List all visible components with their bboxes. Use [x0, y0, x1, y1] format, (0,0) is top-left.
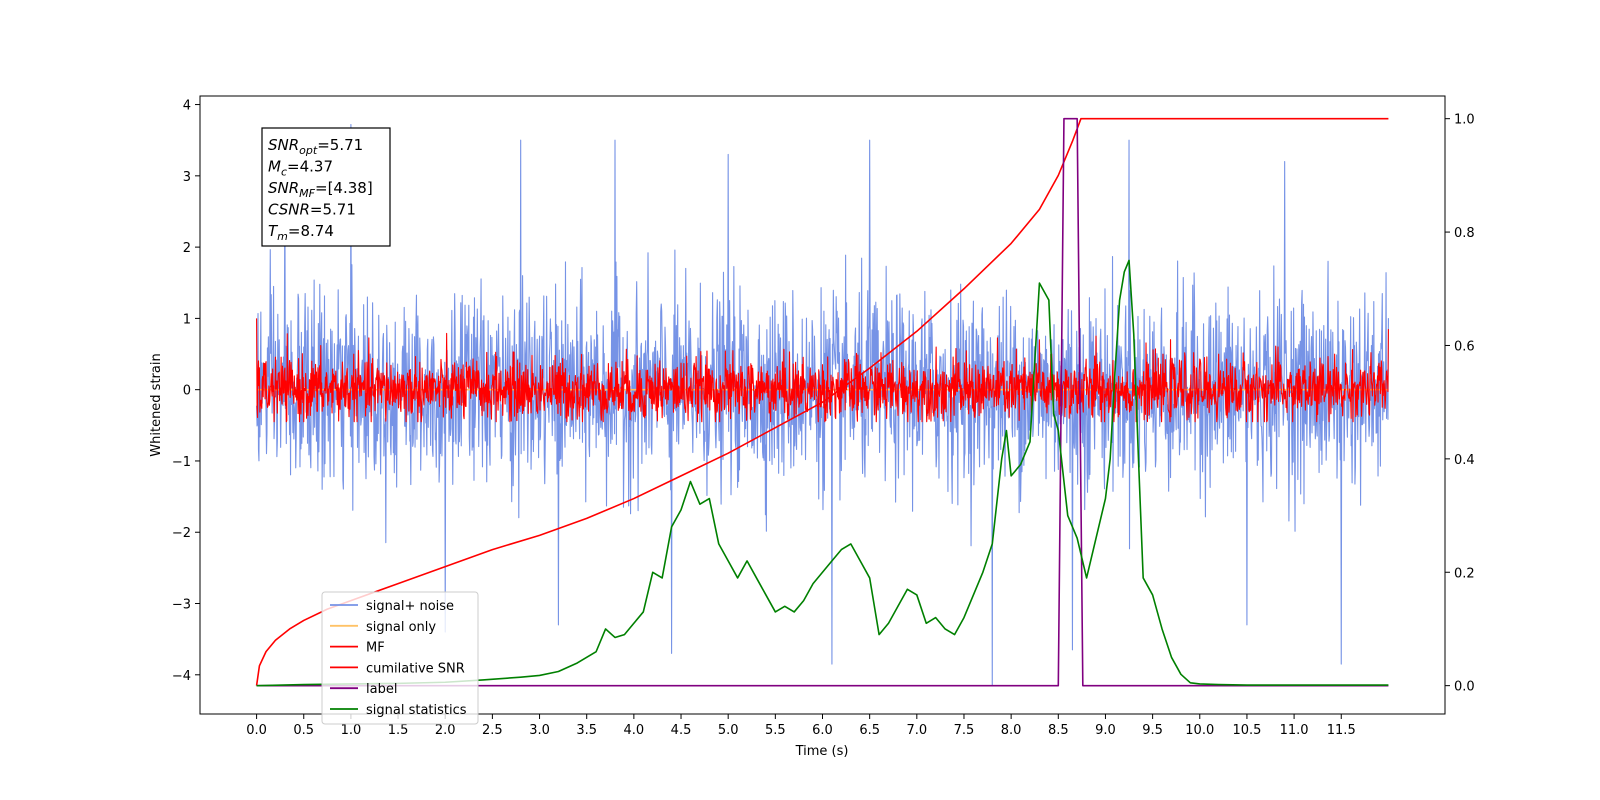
y-tick-label: −3: [172, 598, 191, 613]
y-tick-label: 2: [183, 241, 191, 256]
x-tick-label: 7.5: [954, 723, 975, 738]
legend-entry: signal only: [366, 620, 436, 635]
x-tick-label: 6.5: [859, 723, 880, 738]
y-right-tick-label: 0.8: [1454, 226, 1475, 241]
y-tick-label: 4: [183, 99, 191, 114]
x-tick-label: 1.0: [341, 723, 362, 738]
legend-entry: signal statistics: [366, 703, 467, 718]
x-tick-label: 2.0: [435, 723, 456, 738]
x-tick-label: 11.0: [1280, 723, 1309, 738]
x-tick-label: 1.5: [388, 723, 409, 738]
y-right-tick-label: 0.6: [1454, 339, 1475, 354]
x-tick-label: 0.5: [293, 723, 314, 738]
x-tick-label: 9.5: [1142, 723, 1163, 738]
x-tick-label: 11.5: [1327, 723, 1356, 738]
x-axis: 0.0 0.5 1.0 1.5 2.0 2.5 3.0 3.5 4.0 4.5 5.0 5.5 6.0 6…: [246, 714, 1356, 738]
y-axis-left: −4 −3 −2 −1 0 1 2 3 4: [172, 99, 200, 684]
y-right-tick-label: 1.0: [1454, 113, 1475, 128]
y-tick-label: 1: [183, 312, 191, 327]
x-tick-label: 10.0: [1185, 723, 1214, 738]
x-tick-label: 10.5: [1232, 723, 1261, 738]
y-tick-label: 3: [183, 170, 191, 185]
x-tick-label: 8.5: [1048, 723, 1069, 738]
stat-line: SNRopt=5.71: [268, 136, 363, 157]
legend-entry: label: [366, 682, 397, 697]
series-line-cumilative-snr: [255, 117, 1389, 686]
legend: signal+ noise signal only MF cumilative SNR…: [321, 591, 479, 725]
x-tick-label: 6.0: [812, 723, 833, 738]
series-line-label: [256, 117, 1389, 687]
x-tick-label: 4.5: [671, 723, 692, 738]
stat-line: Mc=4.37: [268, 158, 333, 179]
stat-line: SNRMF=[4.38]: [268, 179, 373, 200]
series-line-mf: [256, 318, 1389, 423]
y-right-tick-label: 0.4: [1454, 453, 1475, 468]
y-tick-label: −1: [172, 455, 191, 470]
y-axis-label: Whitened strain: [149, 353, 164, 456]
y-right-tick-label: 0.2: [1454, 566, 1475, 581]
x-tick-label: 7.0: [906, 723, 927, 738]
plot-area: [255, 117, 1389, 687]
y-axis-right: 0.0 0.2 0.4 0.6 0.8 1.0: [1445, 113, 1475, 695]
y-right-tick-label: 0.0: [1454, 680, 1475, 695]
x-tick-label: 5.0: [718, 723, 739, 738]
x-tick-label: 3.0: [529, 723, 550, 738]
x-tick-label: 8.0: [1001, 723, 1022, 738]
stat-line: Tm=8.74: [268, 222, 334, 243]
stats-box-frame: [261, 127, 391, 247]
legend-entry: signal+ noise: [366, 599, 454, 614]
x-axis-label: Time (s): [795, 744, 849, 759]
legend-entry: MF: [366, 641, 385, 656]
x-tick-label: 9.0: [1095, 723, 1116, 738]
x-tick-label: 5.5: [765, 723, 786, 738]
x-tick-label: 4.0: [624, 723, 645, 738]
legend-entry: cumilative SNR: [366, 661, 465, 676]
x-tick-label: 0.0: [246, 723, 267, 738]
stat-line: CSNR=5.71: [268, 201, 356, 219]
series-line-signal-statistics: [256, 259, 1389, 687]
x-tick-label: 3.5: [576, 723, 597, 738]
x-tick-label: 2.5: [482, 723, 503, 738]
y-tick-label: 0: [183, 384, 191, 399]
y-tick-label: −2: [172, 526, 191, 541]
legend-frame: [321, 591, 479, 725]
y-tick-label: −4: [172, 669, 191, 684]
